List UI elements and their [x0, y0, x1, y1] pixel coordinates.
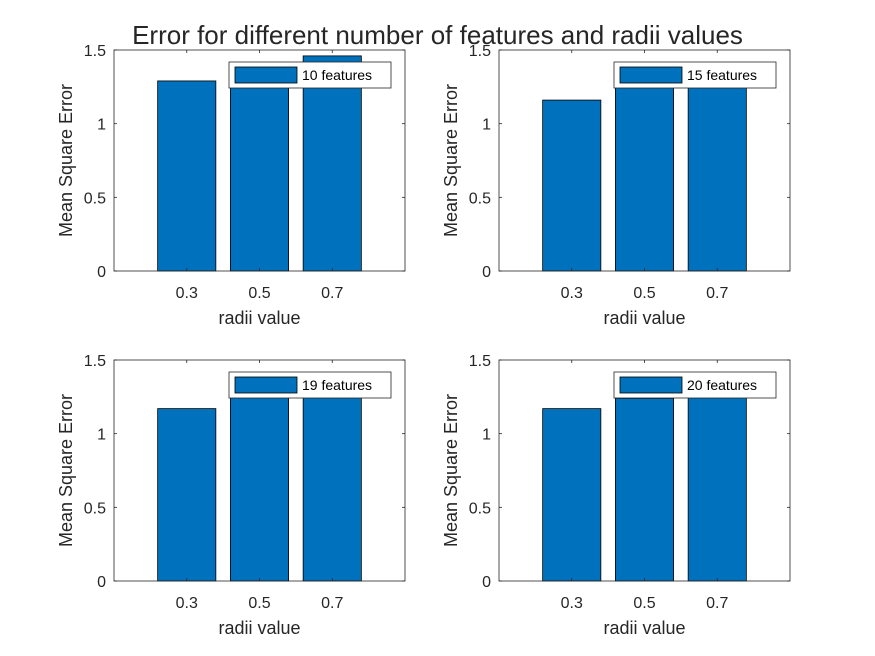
y-tick-label: 0	[482, 574, 491, 591]
y-tick-label: 0.5	[469, 190, 491, 207]
y-tick-label: 1	[97, 427, 106, 444]
y-tick-label: 1	[97, 117, 106, 134]
bar-0-5	[615, 86, 675, 272]
y-tick-label: 1.5	[84, 353, 106, 370]
y-tick-label: 1	[482, 427, 491, 444]
y-tick-label: 0.5	[84, 190, 106, 207]
x-tick-label: 0.7	[321, 595, 343, 612]
x-tick-label: 0.7	[321, 285, 343, 302]
legend-box	[228, 61, 392, 89]
x-axis-label: radii value	[218, 618, 300, 638]
bar-0-3	[157, 80, 217, 272]
y-axis-label: Mean Square Error	[56, 84, 76, 237]
x-tick-label: 0.3	[176, 595, 198, 612]
bar-0-7	[302, 55, 362, 272]
x-tick-label: 0.5	[248, 595, 270, 612]
x-tick-label: 0.5	[248, 285, 270, 302]
legend: 10 features	[228, 61, 392, 89]
x-tick-label: 0.3	[176, 285, 198, 302]
bar-0-7	[687, 393, 747, 582]
legend: 19 features	[228, 371, 392, 399]
legend-label: 20 features	[687, 377, 757, 393]
x-axis-label: radii value	[603, 308, 685, 328]
x-tick-label: 0.3	[561, 595, 583, 612]
subplot-1: 0 0.5 1 1.5 0.3 0.5 0.7 radii value Mean Square …	[56, 43, 406, 328]
subplot-2: 0 0.5 1 1.5 0.3 0.5 0.7 radii value Mean Square …	[441, 43, 791, 328]
y-axis-label: Mean Square Error	[441, 394, 461, 547]
y-tick-label: 0	[482, 264, 491, 281]
bar-0-3	[157, 408, 217, 582]
y-axis-label: Mean Square Error	[56, 394, 76, 547]
x-axis-label: radii value	[603, 618, 685, 638]
bar-0-5	[229, 396, 289, 582]
x-tick-label: 0.3	[561, 285, 583, 302]
legend-swatch	[619, 376, 683, 394]
y-tick-label: 0	[97, 574, 106, 591]
legend-swatch	[234, 66, 298, 84]
legend-swatch	[234, 376, 298, 394]
y-tick-label: 1.5	[469, 353, 491, 370]
legend-label: 15 features	[687, 67, 757, 83]
figure-title: Error for different number of features a…	[132, 20, 743, 50]
y-tick-label: 1.5	[84, 43, 106, 60]
legend: 20 features	[613, 371, 777, 399]
subplots-layer: 0 0.5 1 1.5 0.3 0.5 0.7 radii value Mean Square …	[56, 43, 791, 638]
x-tick-label: 0.7	[706, 285, 728, 302]
y-tick-label: 1	[482, 117, 491, 134]
x-axis-label: radii value	[218, 308, 300, 328]
x-tick-label: 0.5	[633, 595, 655, 612]
bar-0-7	[687, 82, 747, 272]
y-tick-label: 0	[97, 264, 106, 281]
x-tick-label: 0.7	[706, 595, 728, 612]
x-tick-label: 0.5	[633, 285, 655, 302]
bar-0-3	[542, 408, 602, 582]
legend-label: 10 features	[302, 67, 372, 83]
subplot-4: 0 0.5 1 1.5 0.3 0.5 0.7 radii value Mean Square …	[441, 353, 791, 638]
legend-box	[613, 371, 777, 399]
y-tick-label: 1.5	[469, 43, 491, 60]
bar-0-7	[302, 393, 362, 582]
y-tick-label: 0.5	[469, 500, 491, 517]
subplot-3: 0 0.5 1 1.5 0.3 0.5 0.7 radii value Mean Square …	[56, 353, 406, 638]
bar-0-3	[542, 99, 602, 272]
y-axis-label: Mean Square Error	[441, 84, 461, 237]
bar-0-5	[615, 397, 675, 582]
y-tick-label: 0.5	[84, 500, 106, 517]
legend-swatch	[619, 66, 683, 84]
legend-label: 19 features	[302, 377, 372, 393]
legend: 15 features	[613, 61, 777, 89]
bar-0-5	[229, 71, 289, 272]
